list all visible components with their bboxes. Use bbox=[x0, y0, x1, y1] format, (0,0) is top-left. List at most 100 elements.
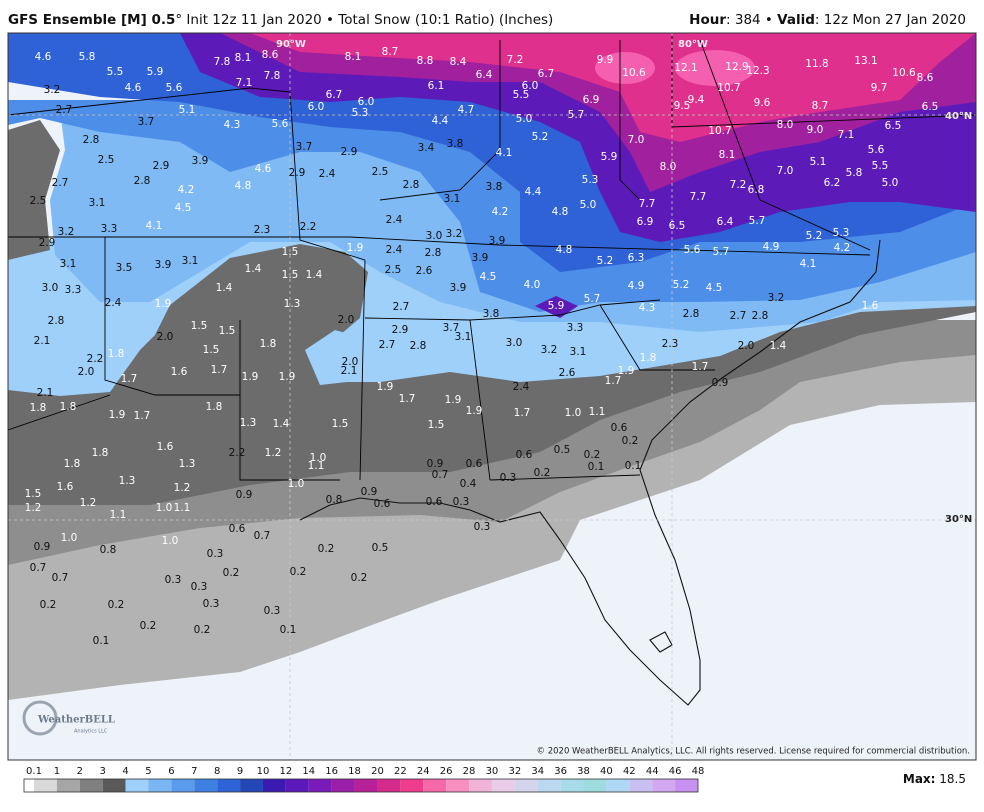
snow-total-label: 9.4 bbox=[688, 94, 705, 106]
snow-total-label: 4.5 bbox=[706, 282, 723, 294]
snow-total-label: 5.5 bbox=[107, 66, 124, 78]
snow-total-label: 3.9 bbox=[155, 259, 172, 271]
snow-total-label: 4.6 bbox=[35, 51, 52, 63]
snow-total-label: 3.7 bbox=[138, 116, 155, 128]
snow-total-label: 1.0 bbox=[156, 502, 173, 514]
colorbar-tick-label: 1 bbox=[54, 766, 60, 777]
snow-total-label: 3.1 bbox=[570, 346, 587, 358]
snow-total-label: 6.8 bbox=[748, 184, 765, 196]
parallel-label: 30°N bbox=[945, 514, 972, 525]
snow-total-label: 5.3 bbox=[352, 107, 369, 119]
snow-total-label: 3.8 bbox=[483, 308, 500, 320]
snow-total-label: 5.2 bbox=[673, 279, 690, 291]
snow-total-label: 0.3 bbox=[207, 548, 224, 560]
colorbar-swatch bbox=[240, 779, 263, 792]
colorbar-tick-label: 3 bbox=[100, 766, 106, 777]
colorbar-tick-label: 42 bbox=[623, 766, 636, 777]
colorbar-swatch bbox=[102, 779, 126, 792]
colorbar-tick-label: 18 bbox=[348, 766, 361, 777]
snow-total-label: 0.9 bbox=[361, 486, 378, 498]
snow-total-label: 0.2 bbox=[351, 572, 368, 584]
snow-total-label: 2.4 bbox=[105, 297, 122, 309]
snow-total-label: 0.8 bbox=[100, 544, 117, 556]
snow-total-label: 0.8 bbox=[326, 494, 343, 506]
snow-total-label: 1.8 bbox=[206, 401, 223, 413]
snow-total-label: 1.5 bbox=[282, 269, 299, 281]
snow-total-label: 0.9 bbox=[427, 458, 444, 470]
snow-total-label: 1.1 bbox=[174, 502, 191, 514]
snow-total-label: 6.4 bbox=[717, 216, 734, 228]
snow-total-label: 2.0 bbox=[338, 314, 355, 326]
snow-total-label: 1.4 bbox=[245, 263, 262, 275]
colorbar-swatch bbox=[217, 779, 241, 792]
snow-total-label: 3.3 bbox=[65, 284, 82, 296]
max-key: Max: bbox=[903, 772, 936, 786]
valid-value: : 12z Mon 27 Jan 2020 bbox=[815, 12, 966, 28]
colorbar-tick-label: 26 bbox=[440, 766, 453, 777]
colorbar-tick-label: 44 bbox=[646, 766, 659, 777]
snow-total-label: 1.1 bbox=[110, 509, 127, 521]
snow-total-label: 5.7 bbox=[584, 293, 601, 305]
snow-total-label: 6.7 bbox=[326, 89, 343, 101]
snow-total-label: 4.9 bbox=[763, 241, 780, 253]
snow-total-label: 1.7 bbox=[211, 364, 228, 376]
snow-total-label: 5.0 bbox=[516, 113, 533, 125]
snow-total-label: 9.5 bbox=[674, 100, 691, 112]
snow-total-label: 1.2 bbox=[25, 502, 42, 514]
snow-total-label: 0.5 bbox=[372, 542, 389, 554]
snow-total-label: 4.2 bbox=[834, 242, 851, 254]
snow-total-label: 3.3 bbox=[101, 223, 118, 235]
snow-total-label: 5.9 bbox=[548, 300, 565, 312]
snow-total-label: 6.5 bbox=[885, 120, 902, 132]
snow-total-label: 0.6 bbox=[611, 422, 628, 434]
snow-total-label: 0.6 bbox=[426, 496, 443, 508]
snow-total-label: 1.5 bbox=[219, 325, 236, 337]
snow-total-label: 3.2 bbox=[768, 292, 785, 304]
snow-total-label: 0.3 bbox=[474, 521, 491, 533]
snow-total-label: 1.0 bbox=[565, 407, 582, 419]
snow-total-label: 1.9 bbox=[445, 394, 462, 406]
snow-total-label: 5.9 bbox=[601, 151, 618, 163]
snow-total-label: 0.3 bbox=[500, 472, 517, 484]
snow-total-label: 0.3 bbox=[165, 574, 182, 586]
colorbar-swatch bbox=[34, 779, 57, 792]
shade-hot-pink bbox=[595, 52, 655, 84]
colorbar-swatch bbox=[24, 779, 34, 792]
snow-total-label: 1.5 bbox=[332, 418, 349, 430]
snow-total-label: 7.1 bbox=[838, 129, 855, 141]
snow-total-label: 0.1 bbox=[625, 460, 642, 472]
snow-total-label: 0.6 bbox=[516, 449, 533, 461]
snow-total-label: 8.1 bbox=[345, 51, 362, 63]
map-frame bbox=[7, 32, 977, 761]
snow-total-label: 5.6 bbox=[272, 118, 289, 130]
snow-total-label: 12.9 bbox=[725, 61, 748, 73]
colorbar-swatch bbox=[514, 779, 538, 792]
snow-total-label: 2.7 bbox=[379, 339, 396, 351]
snow-total-label: 6.9 bbox=[637, 216, 654, 228]
snow-total-label: 5.7 bbox=[713, 246, 730, 258]
snow-total-label: 3.4 bbox=[418, 142, 435, 154]
snow-total-label: 2.1 bbox=[341, 365, 358, 377]
snow-total-label: 8.7 bbox=[382, 46, 399, 58]
snow-total-label: 0.3 bbox=[453, 496, 470, 508]
snow-total-label: 1.7 bbox=[121, 373, 138, 385]
snow-total-label: 2.8 bbox=[752, 310, 769, 322]
snow-total-label: 5.1 bbox=[179, 104, 196, 116]
snow-total-label: 3.9 bbox=[450, 282, 467, 294]
snow-total-label: 9.9 bbox=[597, 54, 614, 66]
snow-total-label: 0.2 bbox=[223, 567, 240, 579]
snow-total-label: 5.6 bbox=[868, 144, 885, 156]
colorbar-swatch bbox=[56, 779, 80, 792]
snow-total-label: 6.4 bbox=[476, 69, 493, 81]
snow-total-label: 0.3 bbox=[264, 605, 281, 617]
shade-dark-gray-west bbox=[130, 244, 368, 480]
snow-total-label: 1.9 bbox=[155, 298, 172, 310]
snow-total-label: 1.8 bbox=[108, 348, 125, 360]
title-model: GFS Ensemble [M] 0.5 bbox=[8, 12, 175, 28]
colorbar-swatch bbox=[423, 779, 447, 792]
colorbar-swatch bbox=[354, 779, 378, 792]
snow-total-label: 6.9 bbox=[583, 94, 600, 106]
map: 90°W 80°W 40°N 30°N 4.6 5.8 7.8 8.1 8.6 8.1 8.… bbox=[8, 33, 976, 760]
snow-total-label: 8.1 bbox=[235, 52, 252, 64]
snow-total-label: 0.2 bbox=[194, 624, 211, 636]
